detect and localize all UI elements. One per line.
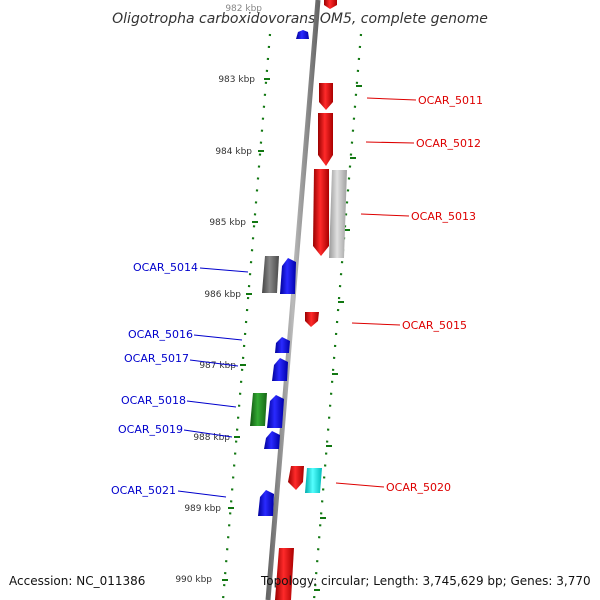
gene-ocar-5021[interactable] [258, 490, 274, 516]
leader-line [360, 213, 410, 217]
leader-lines-forward [335, 97, 417, 488]
gene-ocar-5011[interactable] [319, 83, 333, 110]
tick-label: 985 kbp [209, 218, 246, 228]
gene-ocar-5016[interactable] [275, 337, 290, 353]
tick-label: 990 kbp [175, 575, 212, 585]
tick-label: 982 kbp [225, 4, 262, 14]
gene-label-ocar-5019[interactable]: OCAR_5019 [118, 423, 183, 436]
gene-label-ocar-5018[interactable]: OCAR_5018 [121, 394, 186, 407]
gene-label-ocar-5015[interactable]: OCAR_5015 [402, 319, 467, 332]
gene-ocar-5014a[interactable] [262, 256, 279, 293]
leader-line [366, 97, 417, 101]
gene-label-ocar-5014[interactable]: OCAR_5014 [133, 261, 198, 274]
topology-text: Topology: circular; Length: 3,745,629 bp… [261, 574, 591, 588]
tick-label: 989 kbp [184, 504, 221, 514]
gene-ocar-5020[interactable] [305, 468, 322, 493]
gene-ocar-5018[interactable] [267, 395, 284, 428]
gene-label-ocar-5021[interactable]: OCAR_5021 [111, 484, 176, 497]
gene-labels-reverse: OCAR_5014 OCAR_5016 OCAR_5017 OCAR_5018 … [111, 261, 198, 497]
gene-labels-forward: OCAR_5011 OCAR_5012 OCAR_5013 OCAR_5015 … [386, 94, 483, 494]
leader-line [189, 359, 239, 367]
gene-label-ocar-5016[interactable]: OCAR_5016 [128, 328, 193, 341]
leader-line [186, 400, 237, 408]
tick-label: 986 kbp [204, 290, 241, 300]
tick-label: 983 kbp [218, 75, 255, 85]
gene-ocar-5017[interactable] [272, 358, 288, 381]
genes [250, 0, 347, 600]
gene-ocar-5014[interactable] [280, 258, 296, 294]
tick-label: 987 kbp [199, 361, 236, 371]
gene-ocar-5019[interactable] [264, 431, 280, 449]
leader-line [351, 322, 401, 326]
gene-ocar-5020a[interactable] [288, 466, 304, 490]
leader-line [365, 141, 415, 144]
leader-line [193, 334, 243, 341]
gene-ocar-5018a[interactable] [250, 393, 267, 426]
gene-bottom-red[interactable] [275, 548, 294, 600]
gene-ocar-5012[interactable] [318, 113, 333, 166]
accession-text: Accession: NC_011386 [9, 574, 146, 588]
leader-line [183, 429, 233, 438]
genome-title: Oligotropha carboxidovorans OM5, complet… [112, 11, 488, 27]
leader-line [199, 267, 249, 273]
gene-label-ocar-5017[interactable]: OCAR_5017 [124, 352, 189, 365]
gene-ocar-5015[interactable] [305, 312, 319, 327]
tick-label: 984 kbp [215, 147, 252, 157]
gene-top-blue[interactable] [296, 30, 309, 39]
leader-line [335, 482, 385, 488]
kbp-labels: 982 kbp 983 kbp 984 kbp 985 kbp 986 kbp … [175, 4, 262, 585]
genome-axis [265, 0, 321, 600]
gene-label-ocar-5011[interactable]: OCAR_5011 [418, 94, 483, 107]
leader-line [177, 490, 227, 498]
gene-label-ocar-5013[interactable]: OCAR_5013 [411, 210, 476, 223]
gene-label-ocar-5020[interactable]: OCAR_5020 [386, 481, 451, 494]
tick-label: 988 kbp [193, 433, 230, 443]
gene-label-ocar-5012[interactable]: OCAR_5012 [416, 137, 481, 150]
leader-lines-reverse [177, 267, 249, 498]
gene-ocar-5013[interactable] [329, 170, 347, 258]
gene-ocar-5013a[interactable] [313, 169, 329, 256]
gene-top-red[interactable] [324, 0, 337, 9]
major-ticks [222, 78, 362, 591]
